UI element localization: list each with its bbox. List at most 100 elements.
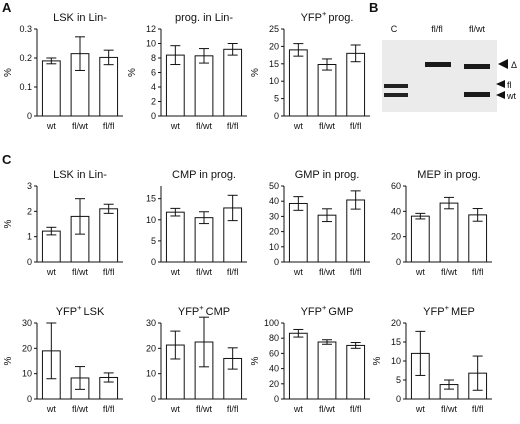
x-tick-label: fl/fl: [103, 404, 115, 414]
bar: [317, 63, 337, 117]
gel-lane-label-c: C: [391, 24, 398, 34]
y-tick-label: 20: [269, 379, 279, 389]
y-tick-label: 0.1: [19, 82, 32, 92]
y-tick-label: 0: [27, 111, 32, 121]
bar: [288, 332, 308, 400]
chart-title-prefix: YFP: [301, 12, 322, 24]
y-tick-label: 10: [22, 369, 32, 379]
x-tick-label: wt: [170, 267, 180, 277]
bar: [41, 230, 61, 263]
bar: [468, 214, 488, 263]
y-tick-label: 5: [274, 94, 279, 104]
y-axis-label: %: [372, 356, 383, 365]
y-tick-label: 6: [151, 68, 156, 78]
chart-title-prefix: YFP: [423, 306, 444, 318]
x-tick-label: fl/fl: [227, 404, 239, 414]
bar: [194, 55, 214, 117]
y-tick-label: 0: [396, 394, 401, 404]
y-tick-label: 0: [396, 257, 401, 267]
y-tick-label: 12: [146, 24, 156, 34]
chart-title: YFP+ MEP: [423, 303, 475, 318]
bar: [346, 52, 366, 117]
y-tick-label: 60: [269, 348, 279, 358]
y-tick-label: 0: [274, 257, 279, 267]
chart-c5: YFP+ LSK 0 10 20 30% wt fl/wt fl/fl: [3, 303, 123, 414]
bar: [99, 208, 119, 263]
chart-c2: CMP in prog. 0 5 10 15 wt fl/wt fl/fl: [146, 169, 247, 277]
gel-band-label-wt: wt: [506, 91, 516, 101]
bar: [165, 211, 185, 263]
y-tick-label: 20: [391, 232, 401, 242]
y-tick-label: 0.3: [19, 24, 32, 34]
arrow-wt-icon: [496, 91, 505, 99]
bar: [288, 202, 308, 263]
x-tick-label: fl/wt: [72, 404, 89, 414]
bar: [346, 344, 366, 400]
chart-title: LSK in Lin-: [53, 12, 107, 24]
y-tick-label: 25: [269, 24, 279, 34]
chart-c4: MEP in prog. 0 20 40 60 wt fl/wt fl/fl: [391, 169, 492, 277]
chart-title: MEP in prog.: [417, 169, 480, 181]
y-tick-label: 4: [151, 82, 156, 92]
bar: [317, 214, 337, 263]
y-tick-label: 50: [269, 181, 279, 191]
panel-label-c: C: [2, 152, 12, 167]
y-axis-label: %: [250, 356, 261, 365]
x-tick-label: fl/wt: [441, 267, 458, 277]
y-tick-label: 2: [27, 206, 32, 216]
arrow-delta-icon: [498, 59, 508, 69]
y-tick-label: 0: [27, 257, 32, 267]
x-tick-label: fl/fl: [350, 121, 362, 131]
x-tick-label: wt: [170, 404, 180, 414]
chart-title-rest: LSK: [84, 306, 105, 318]
bar: [41, 60, 61, 117]
chart-title: YFP+ LSK: [56, 303, 105, 318]
x-tick-label: fl/wt: [441, 404, 458, 414]
chart-title-prefix: YFP: [301, 306, 322, 318]
y-tick-label: 20: [269, 41, 279, 51]
chart-c7: YFP+ GMP 0 20 40 60 80 100% wt fl/wt fl/fl: [250, 303, 370, 414]
y-tick-label: 8: [151, 53, 156, 63]
y-tick-label: 0: [151, 394, 156, 404]
x-tick-label: fl/wt: [319, 121, 336, 131]
y-axis-label: %: [3, 356, 14, 365]
y-tick-label: 0: [274, 111, 279, 121]
y-tick-label: 10: [146, 369, 156, 379]
gel-band-label-delta: Δ: [511, 60, 517, 70]
y-tick-label: 3: [27, 181, 32, 191]
y-tick-label: 20: [391, 318, 401, 328]
x-tick-label: wt: [293, 267, 303, 277]
chart-c3: GMP in prog. 0 10 20 30 40 50 wt fl/wt fl/fl: [269, 169, 370, 277]
chart-title-superscript: +: [199, 303, 204, 312]
chart-c1: LSK in Lin- 0 1 2 3% wt fl/wt fl/fl: [3, 169, 123, 277]
y-tick-label: 20: [269, 227, 279, 237]
chart-title: prog. in Lin-: [175, 12, 233, 24]
bar: [288, 49, 308, 117]
y-tick-label: 60: [391, 181, 401, 191]
y-tick-label: 1: [27, 232, 32, 242]
chart-title: YFP+ GMP: [301, 303, 354, 318]
x-tick-label: fl/fl: [350, 267, 362, 277]
y-tick-label: 5: [151, 236, 156, 246]
y-tick-label: 100: [264, 318, 279, 328]
x-tick-label: wt: [293, 121, 303, 131]
panel-label-a: A: [2, 0, 12, 15]
x-tick-label: fl/wt: [196, 121, 213, 131]
y-tick-label: 0.2: [19, 53, 32, 63]
chart-title: YFP+ CMP: [178, 303, 230, 318]
chart-title: LSK in Lin-: [53, 169, 107, 181]
y-tick-label: 20: [146, 343, 156, 353]
gel-band-label-fl: fl: [507, 80, 512, 90]
panel-label-b: B: [369, 0, 378, 15]
y-tick-label: 40: [269, 196, 279, 206]
x-tick-label: fl/fl: [472, 267, 484, 277]
chart-title-prefix: YFP: [178, 306, 199, 318]
x-tick-label: fl/wt: [72, 121, 89, 131]
bar: [223, 48, 243, 117]
y-tick-label: 0: [151, 111, 156, 121]
y-tick-label: 10: [391, 356, 401, 366]
x-tick-label: fl/fl: [103, 121, 115, 131]
x-tick-label: fl/fl: [103, 267, 115, 277]
gel-image: C fl/fl fl/wt Δ fl wt: [382, 24, 517, 112]
